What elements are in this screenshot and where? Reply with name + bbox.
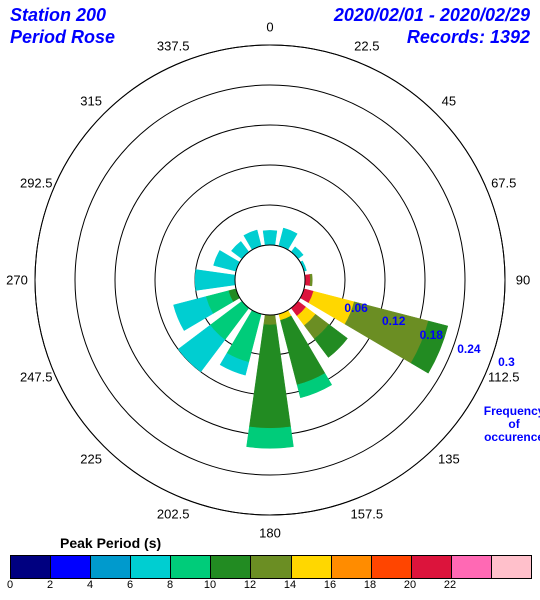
direction-label: 337.5: [157, 39, 190, 54]
legend-segment: [251, 556, 291, 578]
legend-tick: 22: [444, 579, 456, 591]
legend-tick: 14: [284, 579, 296, 591]
ring-label: 0.06: [344, 301, 367, 315]
legend-tick: 0: [7, 579, 13, 591]
legend-tick: 16: [324, 579, 336, 591]
direction-label: 112.5: [488, 369, 520, 384]
legend-tick: 18: [364, 579, 376, 591]
direction-label: 0: [266, 20, 273, 35]
legend-segment: [91, 556, 131, 578]
direction-label: 247.5: [20, 369, 53, 384]
frequency-label: Frequencyofoccurence: [484, 405, 540, 445]
legend-segment: [372, 556, 412, 578]
direction-label: 157.5: [351, 506, 384, 521]
legend-segment: [171, 556, 211, 578]
legend-tick: 10: [204, 579, 216, 591]
legend: Peak Period (s) 0 2 4 6 8 10 12 14 16 18 20 22: [0, 535, 540, 600]
legend-tick: 6: [127, 579, 133, 591]
legend-tick: 20: [404, 579, 416, 591]
direction-label: 270: [6, 273, 28, 288]
legend-segment: [492, 556, 531, 578]
direction-label: 202.5: [157, 506, 190, 521]
direction-label: 22.5: [354, 39, 379, 54]
legend-segment: [452, 556, 492, 578]
direction-label: 225: [80, 451, 102, 466]
legend-segment: [131, 556, 171, 578]
ring-label: 0.24: [457, 342, 480, 356]
ring-label: 0.18: [420, 328, 443, 342]
legend-segment: [332, 556, 372, 578]
legend-segment: [412, 556, 452, 578]
legend-segment: [51, 556, 91, 578]
direction-label: 67.5: [491, 176, 516, 191]
legend-title: Peak Period (s): [60, 535, 161, 551]
ring-label: 0.12: [382, 314, 405, 328]
direction-label: 90: [516, 273, 530, 288]
legend-segment: [292, 556, 332, 578]
legend-segment: [211, 556, 251, 578]
direction-label: 45: [442, 94, 456, 109]
ring-label: 0.3: [498, 355, 515, 369]
direction-label: 315: [80, 94, 102, 109]
legend-tick: 4: [87, 579, 93, 591]
legend-tick: 8: [167, 579, 173, 591]
legend-tick: 2: [47, 579, 53, 591]
legend-tick: 12: [244, 579, 256, 591]
direction-label: 135: [438, 451, 460, 466]
legend-bar: [10, 555, 532, 579]
rose-chart: 022.54567.590112.5135157.5180202.5225247…: [0, 0, 540, 540]
legend-segment: [11, 556, 51, 578]
direction-label: 292.5: [20, 176, 53, 191]
